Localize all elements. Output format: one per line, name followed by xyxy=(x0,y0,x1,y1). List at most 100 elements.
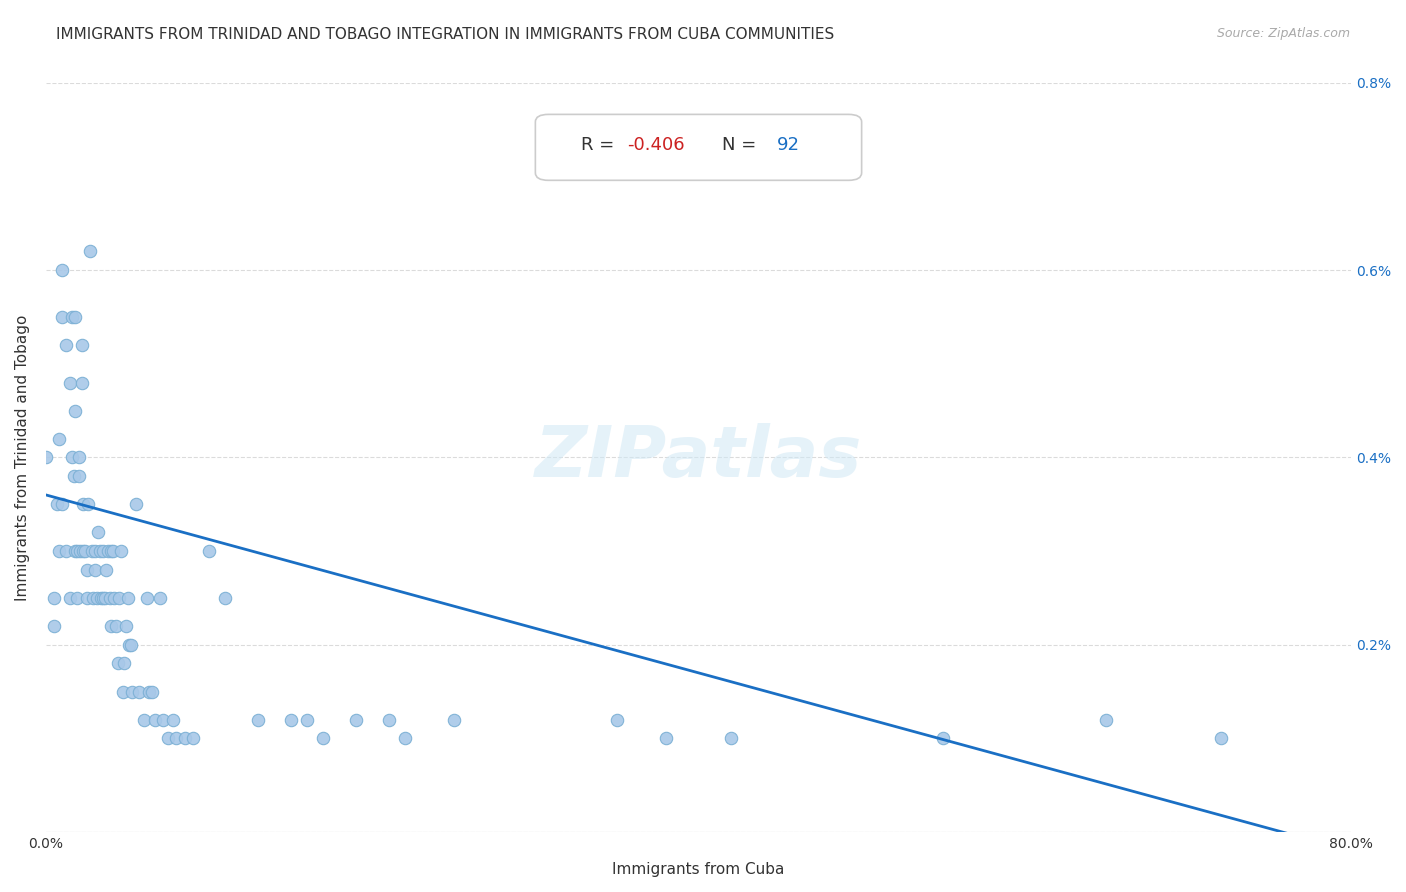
Point xyxy=(100,544,122,558)
Point xyxy=(76,563,98,577)
Point xyxy=(932,731,955,746)
Y-axis label: Immigrants from Trinidad and Tobago: Immigrants from Trinidad and Tobago xyxy=(15,314,30,600)
Text: R =: R = xyxy=(581,136,620,154)
Text: Source: ZipAtlas.com: Source: ZipAtlas.com xyxy=(1216,27,1350,40)
FancyBboxPatch shape xyxy=(536,114,862,180)
Point xyxy=(394,731,416,746)
Point xyxy=(125,497,148,511)
Point xyxy=(51,497,73,511)
Point xyxy=(152,713,174,727)
Text: N =: N = xyxy=(723,136,762,154)
Point xyxy=(655,731,678,746)
Point xyxy=(149,591,172,605)
Point xyxy=(132,713,155,727)
Point xyxy=(79,244,101,259)
Point xyxy=(87,525,110,540)
Point xyxy=(247,713,270,727)
Point xyxy=(86,591,108,605)
Point xyxy=(1095,713,1118,727)
Point xyxy=(42,591,65,605)
Point xyxy=(84,544,107,558)
Text: -0.406: -0.406 xyxy=(627,136,685,154)
Point xyxy=(173,731,195,746)
Point xyxy=(51,310,73,324)
Point xyxy=(280,713,302,727)
Point xyxy=(128,684,150,698)
Point xyxy=(42,619,65,633)
Point xyxy=(344,713,367,727)
Point xyxy=(55,544,77,558)
Point xyxy=(117,591,139,605)
X-axis label: Immigrants from Cuba: Immigrants from Cuba xyxy=(612,862,785,877)
Point xyxy=(111,684,134,698)
Point xyxy=(70,338,93,352)
Point xyxy=(35,450,58,465)
Point xyxy=(443,713,465,727)
Point xyxy=(295,713,318,727)
Point xyxy=(48,544,70,558)
Point xyxy=(112,657,135,671)
Point xyxy=(55,338,77,352)
Point xyxy=(93,591,115,605)
Point xyxy=(138,684,160,698)
Point xyxy=(98,591,121,605)
Point xyxy=(107,657,129,671)
Point xyxy=(121,684,143,698)
Point xyxy=(1209,731,1232,746)
Point xyxy=(82,591,104,605)
Point xyxy=(77,497,100,511)
Point xyxy=(143,713,166,727)
Point xyxy=(65,544,87,558)
Point xyxy=(91,591,114,605)
Point xyxy=(65,403,87,417)
Point xyxy=(69,544,91,558)
Point xyxy=(312,731,335,746)
Point xyxy=(162,713,184,727)
Point xyxy=(214,591,236,605)
Point xyxy=(46,497,69,511)
Point xyxy=(90,591,112,605)
Text: IMMIGRANTS FROM TRINIDAD AND TOBAGO INTEGRATION IN IMMIGRANTS FROM CUBA COMMUNIT: IMMIGRANTS FROM TRINIDAD AND TOBAGO INTE… xyxy=(56,27,835,42)
Point xyxy=(141,684,163,698)
Point xyxy=(115,619,138,633)
Point xyxy=(103,591,125,605)
Point xyxy=(136,591,159,605)
Point xyxy=(59,591,82,605)
Point xyxy=(60,450,83,465)
Point xyxy=(91,544,114,558)
Point xyxy=(110,544,132,558)
Point xyxy=(72,497,94,511)
Point xyxy=(157,731,180,746)
Point xyxy=(59,376,82,390)
Point xyxy=(89,544,111,558)
Point xyxy=(67,450,90,465)
Point xyxy=(84,563,107,577)
Point xyxy=(377,713,399,727)
Point xyxy=(76,591,98,605)
Point xyxy=(51,263,73,277)
Point xyxy=(100,619,122,633)
Point xyxy=(606,713,628,727)
Point xyxy=(96,563,118,577)
Point xyxy=(101,544,124,558)
Point xyxy=(67,469,90,483)
Point xyxy=(65,310,87,324)
Point xyxy=(108,591,131,605)
Point xyxy=(62,469,84,483)
Point xyxy=(72,544,94,558)
Text: 92: 92 xyxy=(776,136,800,154)
Point xyxy=(60,310,83,324)
Point xyxy=(48,432,70,446)
Point xyxy=(66,591,89,605)
Point xyxy=(118,638,141,652)
Point xyxy=(166,731,188,746)
Point xyxy=(66,544,89,558)
Point xyxy=(75,544,97,558)
Point xyxy=(97,544,120,558)
Text: ZIPatlas: ZIPatlas xyxy=(534,423,862,492)
Point xyxy=(70,376,93,390)
Point xyxy=(120,638,142,652)
Point xyxy=(181,731,204,746)
Point xyxy=(105,619,128,633)
Point xyxy=(198,544,221,558)
